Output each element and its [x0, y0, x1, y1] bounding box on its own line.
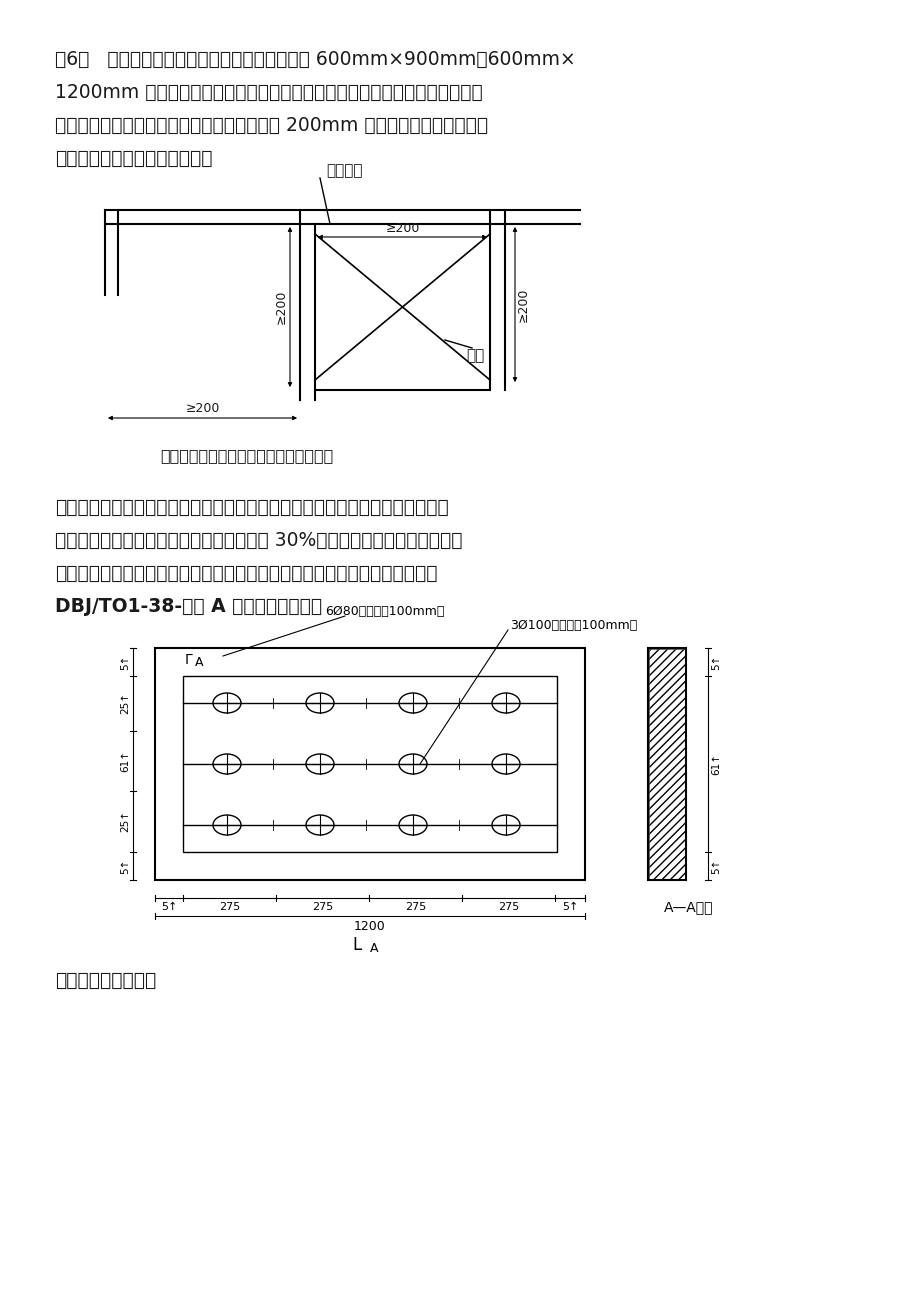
Text: L: L	[352, 936, 361, 954]
Text: 25↑: 25↑	[119, 811, 130, 832]
Text: ≥200: ≥200	[185, 402, 220, 415]
Text: 粘法合用于平整度很好的墙面。不得在聚苯板侧面涂抹胶粘剂。详细做法参见: 粘法合用于平整度很好的墙面。不得在聚苯板侧面涂抹胶粘剂。详细做法参见	[55, 564, 437, 583]
Text: DBJ/TO1-38-附录 A 聚苯板粘结示意。: DBJ/TO1-38-附录 A 聚苯板粘结示意。	[55, 598, 322, 616]
Text: 5↑: 5↑	[710, 655, 720, 669]
Bar	[647, 648, 686, 880]
Text: ≥200: ≥200	[385, 223, 419, 234]
Text: 聚苯板板条点粘接法: 聚苯板板条点粘接法	[55, 971, 156, 990]
Text: 5↑: 5↑	[119, 858, 130, 874]
Text: 275: 275	[312, 902, 333, 911]
Text: A: A	[195, 656, 203, 669]
Text: 275: 275	[404, 902, 425, 911]
Bar	[648, 648, 685, 879]
Text: （6）   粘贴聚苯板。外保温用聚苯板原则尺寸为 600mm×900mm、600mm×: （6） 粘贴聚苯板。外保温用聚苯板原则尺寸为 600mm×900mm、600mm…	[55, 49, 575, 69]
Bar	[183, 676, 556, 852]
Text: A: A	[369, 943, 378, 954]
Text: 度较差的墙面，应保证粘结面积不不不小于 30%，加强处见个体工程设计；条: 度较差的墙面，应保证粘结面积不不不小于 30%，加强处见个体工程设计；条	[55, 531, 462, 549]
Text: ≥200: ≥200	[516, 288, 529, 322]
Text: 5↑: 5↑	[119, 655, 130, 669]
Text: 当采用粘结方式固定聚苯板时，粘贴方式有点框法和条粘法。点框法合用于平整: 当采用粘结方式固定聚苯板时，粘贴方式有点框法和条粘法。点框法合用于平整	[55, 497, 448, 517]
Text: 6Ø80粘结砂浂100mm厚: 6Ø80粘结砂浂100mm厚	[325, 605, 444, 618]
Text: ≥200: ≥200	[275, 290, 288, 324]
Text: 275: 275	[497, 902, 518, 911]
Text: 聚苯板洞口处切割及接缝距离规定示意图: 聚苯板洞口处切割及接缝距离规定示意图	[160, 448, 333, 464]
Text: 61↑: 61↑	[710, 753, 720, 775]
Text: 5↑: 5↑	[161, 902, 177, 911]
Text: 3Ø100粘结砂浂100mm厚: 3Ø100粘结砂浂100mm厚	[509, 618, 637, 631]
Text: 面垂直。整块墙面的边角处应用最小尺寸超过 200mm 的聚苯板。聚苯板的拼缝: 面垂直。整块墙面的边角处应用最小尺寸超过 200mm 的聚苯板。聚苯板的拼缝	[55, 116, 488, 135]
Text: Γ: Γ	[185, 654, 193, 667]
Text: A—A剖面: A—A剖面	[664, 900, 713, 914]
Text: 1200: 1200	[354, 921, 385, 934]
Text: 1200mm 两种，非原则尺寸或局部不规则处可现场裁切，但必须注意切口与板: 1200mm 两种，非原则尺寸或局部不规则处可现场裁切，但必须注意切口与板	[55, 83, 482, 102]
Text: 5↑: 5↑	[562, 902, 577, 911]
Text: 不得恰好留在门窗口的四角处。: 不得恰好留在门窗口的四角处。	[55, 148, 212, 168]
Text: 5↑: 5↑	[710, 858, 720, 874]
Text: 61↑: 61↑	[119, 750, 130, 772]
Text: 洞口: 洞口	[465, 348, 483, 363]
Text: 25↑: 25↑	[119, 693, 130, 715]
Text: 275: 275	[219, 902, 240, 911]
Bar	[154, 648, 584, 880]
Text: 整板切割: 整板切割	[326, 163, 363, 178]
